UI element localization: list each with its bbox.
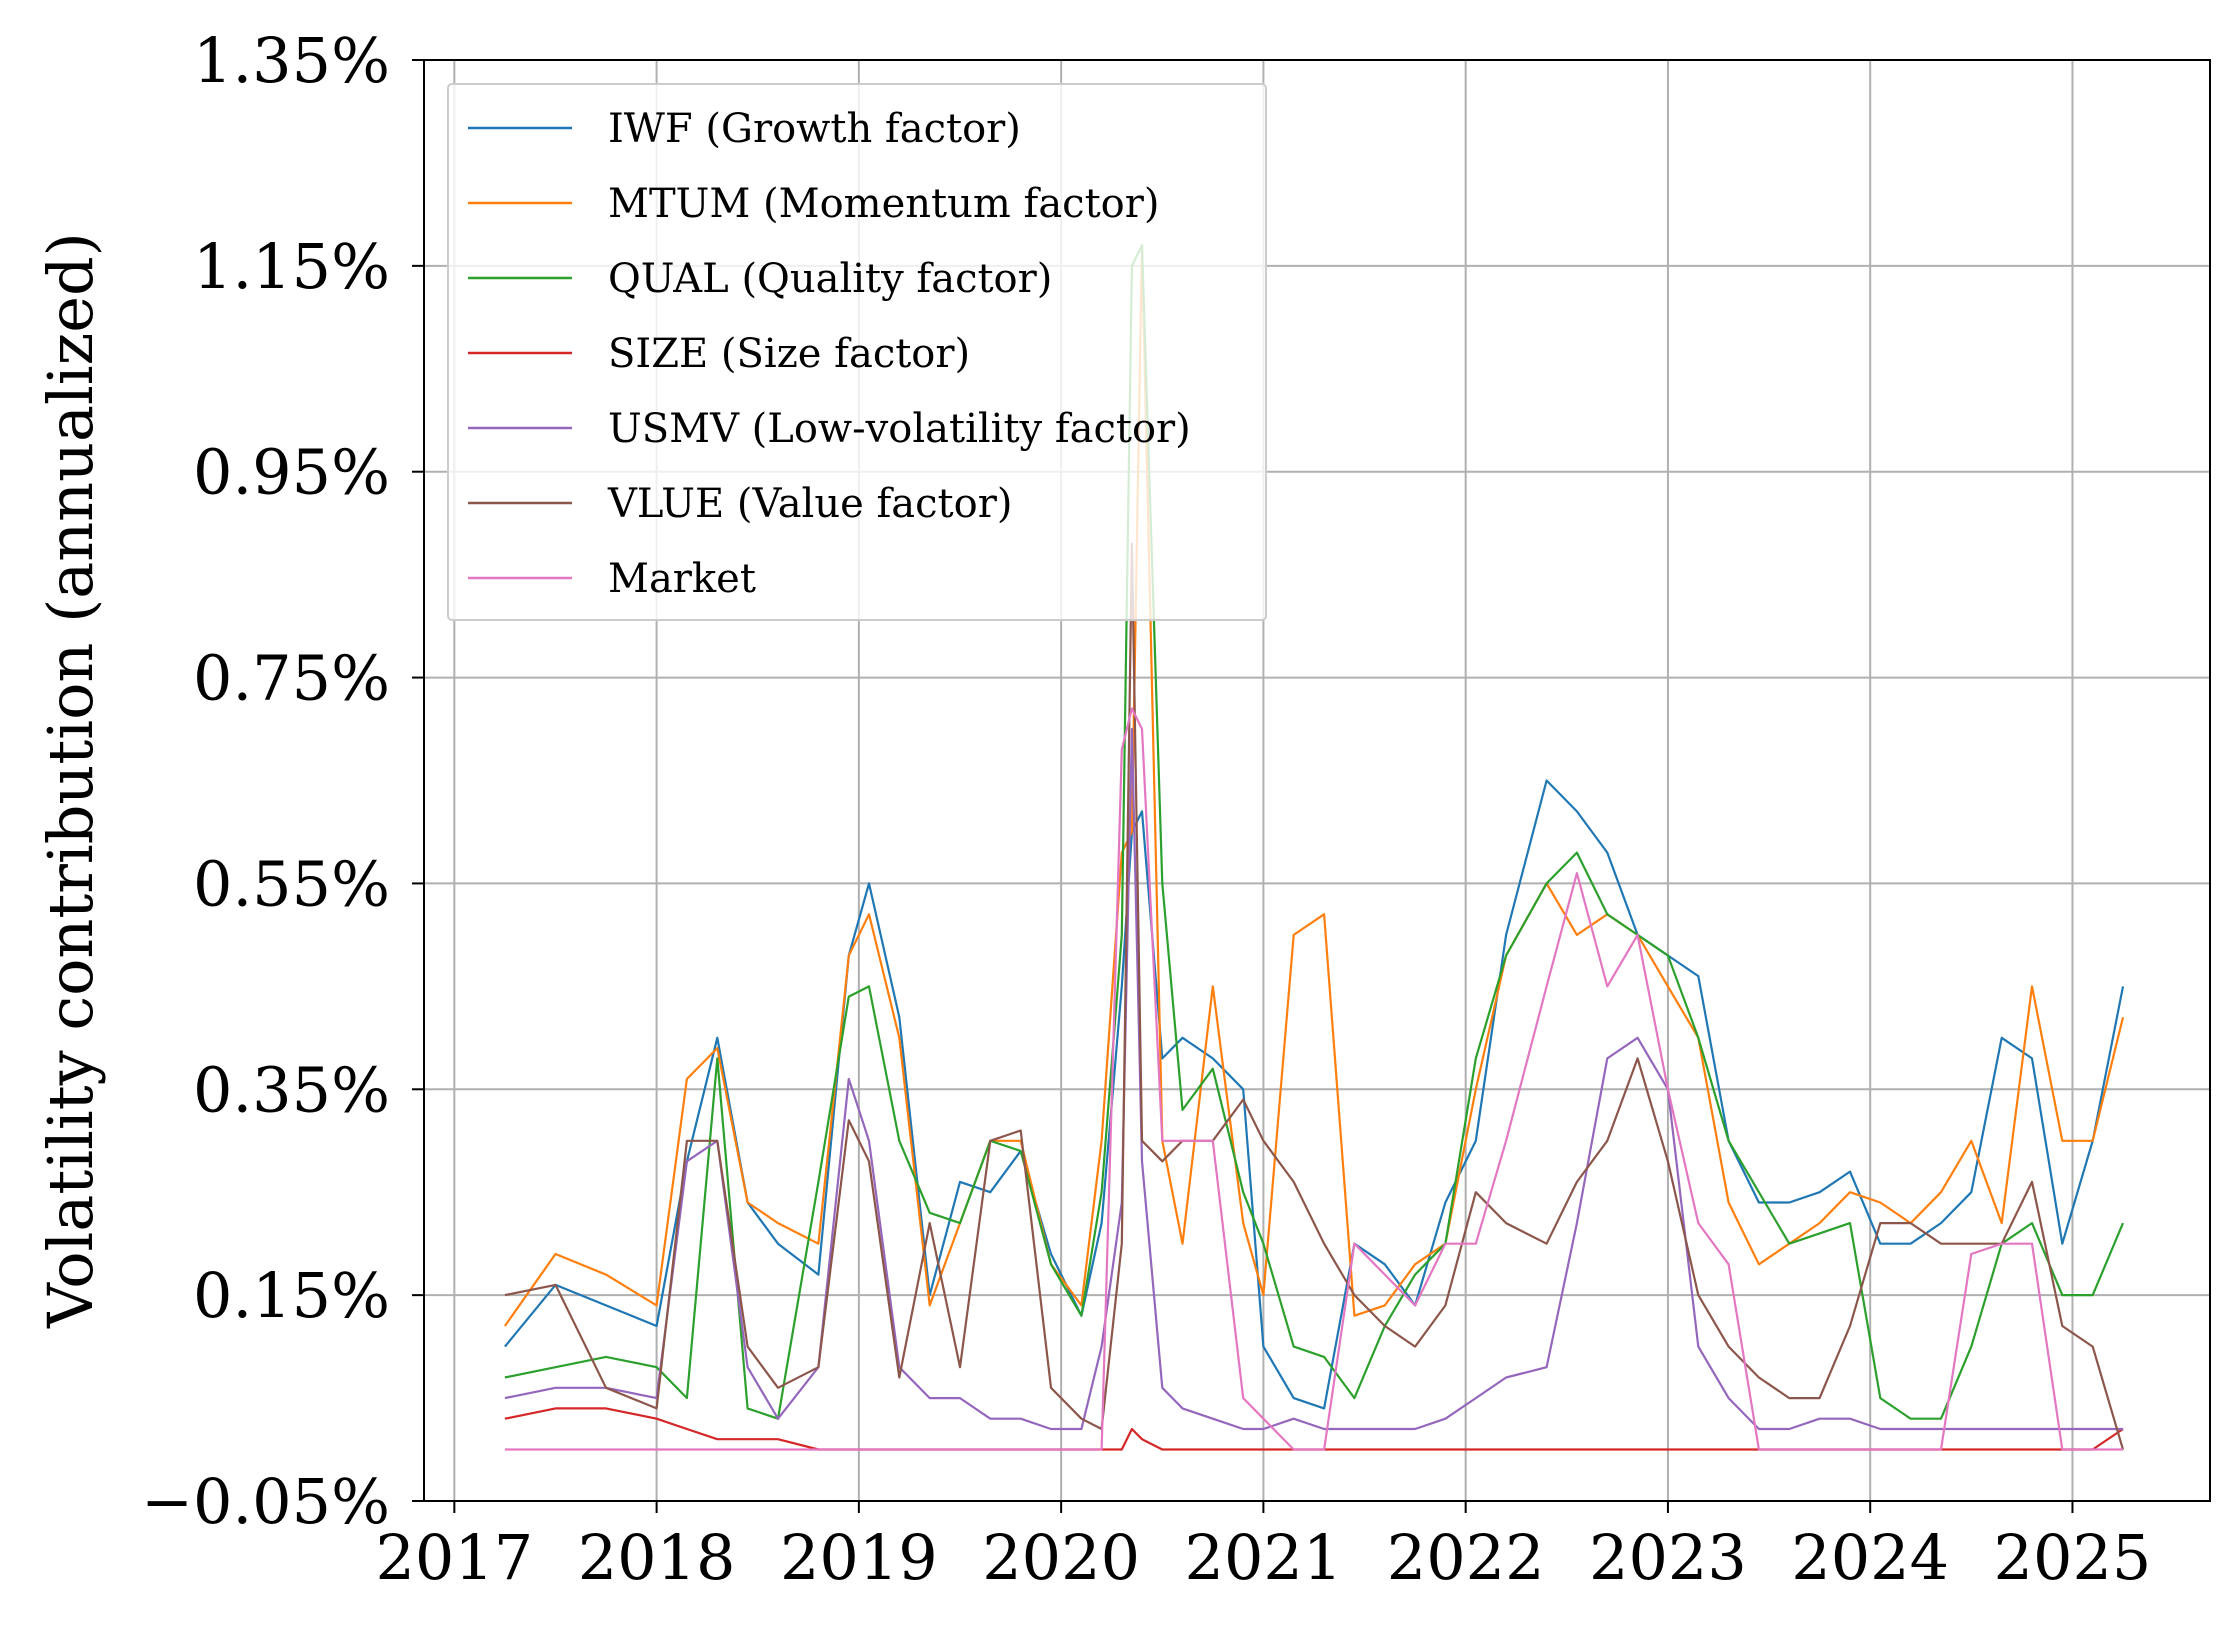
x-tick-label: 2020 bbox=[982, 1521, 1140, 1594]
x-tick-label: 2021 bbox=[1185, 1521, 1343, 1594]
x-tick-label: 2017 bbox=[375, 1521, 533, 1594]
series-line-6 bbox=[504, 707, 2123, 1451]
series-line-4 bbox=[504, 727, 2123, 1431]
x-tick-label: 2023 bbox=[1589, 1521, 1747, 1594]
y-tick-label: 1.15% bbox=[193, 230, 390, 303]
legend-frame bbox=[447, 83, 1267, 621]
y-tick-label: 0.15% bbox=[193, 1259, 390, 1332]
y-tick-label: 0.55% bbox=[193, 847, 390, 920]
legend-label: IWF (Growth factor) bbox=[608, 106, 1021, 152]
legend-label: Market bbox=[608, 556, 756, 602]
series-line-2 bbox=[504, 244, 2125, 1420]
series-lines bbox=[504, 244, 2125, 1451]
y-tick-label: 0.95% bbox=[193, 436, 390, 509]
x-tick-label: 2022 bbox=[1387, 1521, 1545, 1594]
legend-label: QUAL (Quality factor) bbox=[608, 256, 1052, 302]
x-tick-label: 2024 bbox=[1791, 1521, 1949, 1594]
y-tick-label: −0.05% bbox=[141, 1465, 390, 1538]
x-tick-label: 2018 bbox=[578, 1521, 736, 1594]
legend-label: MTUM (Momentum factor) bbox=[608, 181, 1159, 227]
legend-label: USMV (Low-volatility factor) bbox=[608, 406, 1191, 452]
plot-frame bbox=[423, 59, 2211, 1502]
y-tick-label: 1.35% bbox=[193, 24, 390, 97]
y-axis-title: Volatility contribution (annualized) bbox=[34, 232, 107, 1329]
y-tick-label: 0.35% bbox=[193, 1053, 390, 1126]
series-line-1 bbox=[504, 244, 2125, 1327]
legend: IWF (Growth factor) MTUM (Momentum factor… bbox=[447, 83, 1267, 621]
series-line-5 bbox=[504, 542, 2125, 1450]
x-tick-label: 2019 bbox=[780, 1521, 938, 1594]
y-tick-label: 0.75% bbox=[193, 642, 390, 715]
legend-label: SIZE (Size factor) bbox=[608, 331, 970, 377]
x-axis: 2017 2018 2019 2020 2021 2022 2023 2024 2025 bbox=[375, 1501, 2151, 1594]
legend-label: VLUE (Value factor) bbox=[607, 481, 1012, 527]
y-axis: −0.05% 0.15% 0.35% 0.55% 0.75% 0.95% 1.15% 1.35… bbox=[141, 24, 424, 1538]
x-tick-label: 2025 bbox=[1994, 1521, 2152, 1594]
